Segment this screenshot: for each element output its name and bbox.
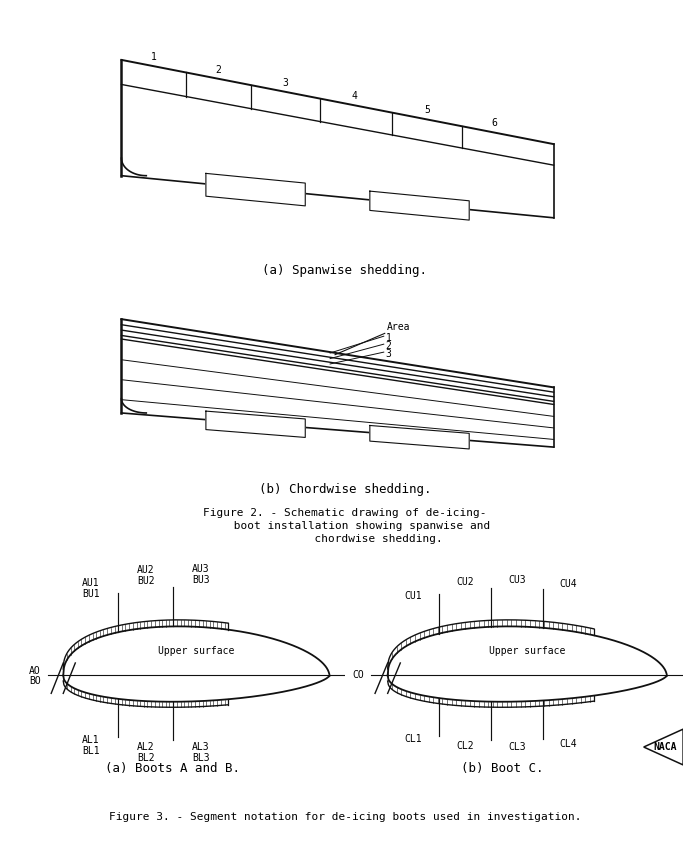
Polygon shape <box>206 411 305 437</box>
Text: AU1
BU1: AU1 BU1 <box>82 578 99 600</box>
Text: AL2
BL2: AL2 BL2 <box>137 742 155 763</box>
Text: 5: 5 <box>424 105 430 115</box>
Text: 2: 2 <box>215 64 221 75</box>
Text: 3: 3 <box>282 78 288 87</box>
Text: (b) Boot C.: (b) Boot C. <box>462 761 544 775</box>
Text: Area: Area <box>387 322 411 332</box>
Text: CU3: CU3 <box>508 575 526 584</box>
Text: Upper surface: Upper surface <box>158 646 235 656</box>
Text: CU2: CU2 <box>456 578 474 587</box>
Text: AU3
BU3: AU3 BU3 <box>192 564 210 585</box>
Text: CL1: CL1 <box>404 734 422 744</box>
Text: boot installation showing spanwise and: boot installation showing spanwise and <box>200 521 490 531</box>
Text: Figure 2. - Schematic drawing of de-icing-: Figure 2. - Schematic drawing of de-icin… <box>204 508 486 518</box>
Text: chordwise shedding.: chordwise shedding. <box>247 534 443 544</box>
Text: CO: CO <box>353 671 364 680</box>
Text: Upper surface: Upper surface <box>489 646 565 656</box>
Text: CU4: CU4 <box>560 579 577 589</box>
Polygon shape <box>370 425 469 449</box>
Text: 2: 2 <box>386 340 392 351</box>
Text: (a) Spanwise shedding.: (a) Spanwise shedding. <box>262 264 428 277</box>
Text: AL3
BL3: AL3 BL3 <box>192 742 210 763</box>
Text: 3: 3 <box>386 349 392 358</box>
Polygon shape <box>121 319 553 404</box>
Polygon shape <box>121 85 553 218</box>
Text: 1: 1 <box>151 52 157 62</box>
Text: 1: 1 <box>386 333 392 343</box>
Text: AL1
BL1: AL1 BL1 <box>82 734 99 756</box>
Text: 6: 6 <box>491 119 497 128</box>
Text: NACA: NACA <box>653 742 677 752</box>
Text: CL2: CL2 <box>456 741 474 751</box>
Text: BO: BO <box>29 676 41 686</box>
Polygon shape <box>121 339 553 447</box>
Text: (a) Boots A and B.: (a) Boots A and B. <box>106 761 240 775</box>
Text: CL3: CL3 <box>508 742 526 752</box>
Text: CL4: CL4 <box>560 739 577 750</box>
Text: Figure 3. - Segment notation for de-icing boots used in investigation.: Figure 3. - Segment notation for de-icin… <box>109 811 581 822</box>
Text: (b) Chordwise shedding.: (b) Chordwise shedding. <box>259 484 431 496</box>
Text: 4: 4 <box>352 91 358 101</box>
Polygon shape <box>206 174 305 206</box>
Text: AU2
BU2: AU2 BU2 <box>137 565 155 586</box>
Polygon shape <box>121 60 553 165</box>
Text: AO: AO <box>29 667 41 677</box>
Text: CU1: CU1 <box>404 590 422 601</box>
Polygon shape <box>370 191 469 220</box>
